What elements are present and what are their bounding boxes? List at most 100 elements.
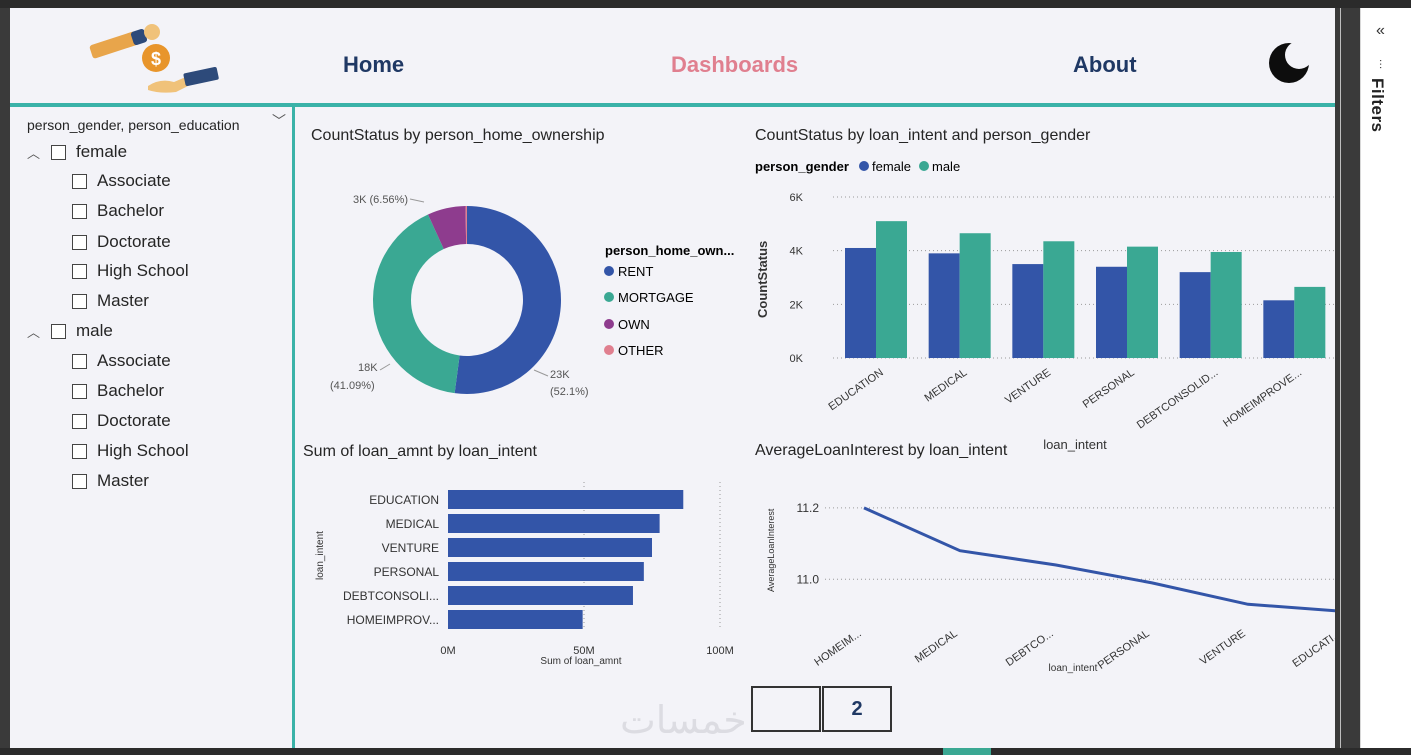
checkbox[interactable] — [72, 443, 87, 459]
checkbox[interactable] — [72, 263, 87, 279]
checkbox[interactable] — [72, 234, 87, 250]
slicer-item-label: High School — [97, 441, 189, 460]
slicer-item[interactable]: Bachelor — [72, 201, 164, 221]
x-tick-label: 0M — [440, 645, 455, 657]
column-bar-female[interactable] — [1012, 264, 1044, 358]
y-tick-label: PERSONAL — [374, 565, 440, 579]
x-tick-label: HOMEIM... — [812, 628, 863, 669]
y-tick-label: 2K — [790, 299, 804, 311]
hbar-x-axis-label: Sum of loan_amnt — [540, 656, 621, 667]
slicer-item-label: Master — [97, 471, 149, 490]
interest-line[interactable] — [863, 506, 1335, 613]
donut-slice-other[interactable] — [465, 206, 467, 245]
slicer-item[interactable]: Master — [72, 291, 149, 311]
column-bar-male[interactable] — [876, 221, 907, 358]
nav-home[interactable]: Home — [343, 52, 405, 77]
x-tick-label: PERSONAL — [1081, 367, 1137, 411]
column-chart-title: CountStatus by loan_intent and person_ge… — [755, 127, 1091, 144]
legend-marker-male — [919, 161, 929, 171]
x-tick-label: EDUCATION — [826, 367, 885, 414]
filters-pane[interactable]: « ⫶ Filters — [1360, 8, 1411, 755]
loan-amount-bar[interactable] — [448, 610, 583, 629]
donut-chart[interactable]: 3K (6.56%) 18K (41.09%) 23K (52.1%) pers… — [300, 158, 750, 418]
column-bar-male[interactable] — [959, 233, 991, 358]
donut-slice-own[interactable] — [427, 206, 467, 250]
column-bar-male[interactable] — [1043, 241, 1075, 358]
slicer-item-label: Doctorate — [97, 232, 171, 251]
y-tick-label: 0K — [790, 353, 804, 365]
checkbox[interactable] — [72, 473, 87, 489]
checkbox[interactable] — [72, 353, 87, 369]
filters-label[interactable]: Filters — [1368, 78, 1387, 133]
legend-marker-female — [859, 161, 869, 171]
slicer-item[interactable]: High School — [72, 261, 189, 281]
column-bar-female[interactable] — [845, 247, 876, 358]
loan-amount-bar-chart[interactable]: loan_intent Sum of loan_amnt 0M 50M 100M E… — [300, 470, 745, 680]
column-bar-male[interactable] — [1210, 252, 1242, 358]
page-1-button[interactable]: 1 — [751, 686, 821, 732]
slice-pct-rent: (52.1%) — [550, 386, 589, 398]
checkbox[interactable] — [72, 203, 87, 219]
slicer-title: person_gender, person_education — [27, 117, 240, 133]
slicer-item[interactable]: Master — [72, 471, 149, 491]
slicer-item-label: Associate — [97, 351, 171, 370]
x-tick-label: 50M — [573, 645, 594, 657]
slice-label-mortgage: 18K — [358, 362, 378, 374]
y-tick-label: MEDICAL — [386, 517, 440, 531]
x-tick-label: VENTURE — [1003, 367, 1053, 407]
donut-slice-rent[interactable] — [454, 206, 561, 394]
y-tick-label: 4K — [790, 246, 804, 258]
column-bar-male[interactable] — [1127, 246, 1158, 358]
svg-text:$: $ — [151, 49, 161, 69]
collapse-icon[interactable]: « — [1376, 22, 1385, 39]
loan-amount-bar[interactable] — [448, 514, 660, 533]
checkbox[interactable] — [72, 413, 87, 429]
caret-up-icon[interactable]: ︿ — [27, 145, 41, 161]
donut-legend-title: person_home_own... — [605, 243, 734, 258]
slicer-item[interactable]: Associate — [72, 351, 171, 371]
column-legend-title: person_gender — [755, 159, 849, 174]
loan-amount-bar[interactable] — [448, 490, 684, 509]
y-tick-label: 11.2 — [797, 501, 820, 515]
legend-label-mortgage: MORTGAGE — [618, 290, 694, 305]
slicer-item-label: Bachelor — [97, 381, 165, 400]
column-bar-female[interactable] — [1096, 266, 1127, 358]
loan-amount-bar[interactable] — [448, 538, 652, 557]
checkbox[interactable] — [51, 144, 66, 160]
chevron-down-icon[interactable]: ﹀ — [272, 113, 286, 129]
loan-amount-bar[interactable] — [448, 562, 644, 581]
column-chart[interactable]: person_gender female male CountStatus lo… — [745, 153, 1335, 458]
slicer-item[interactable]: Doctorate — [72, 232, 171, 252]
caret-up-icon[interactable]: ︿ — [27, 324, 41, 340]
filter-icon: ⫶ — [1379, 58, 1383, 72]
page-2-button[interactable]: 2 — [822, 686, 892, 732]
checkbox[interactable] — [72, 293, 87, 309]
checkbox[interactable] — [72, 173, 87, 189]
x-tick-label: MEDICAL — [913, 628, 960, 666]
slice-label-rent: 23K — [550, 369, 570, 381]
column-bar-female[interactable] — [928, 253, 960, 358]
slicer-item-label: Associate — [97, 171, 171, 190]
slicer-item[interactable]: Associate — [72, 171, 171, 191]
nav-about[interactable]: About — [1073, 52, 1137, 77]
slicer-item[interactable]: High School — [72, 441, 189, 461]
slice-pct-mortgage: (41.09%) — [330, 380, 375, 392]
column-bar-female[interactable] — [1263, 300, 1295, 358]
slicer-group-male[interactable]: ︿ male — [27, 321, 113, 341]
slicer-group-female[interactable]: ︿ female — [27, 142, 127, 162]
column-bar-female[interactable] — [1179, 272, 1211, 358]
nav-dashboards[interactable]: Dashboards — [671, 52, 799, 77]
column-bar-male[interactable] — [1294, 286, 1326, 358]
donut-slice-mortgage[interactable] — [373, 214, 460, 394]
money-hands-logo-icon: $ — [89, 24, 219, 93]
loan-amount-bar[interactable] — [448, 586, 633, 605]
checkbox[interactable] — [51, 323, 66, 339]
checkbox[interactable] — [72, 383, 87, 399]
slicer-item[interactable]: Bachelor — [72, 381, 164, 401]
watermark: خمسات — [620, 698, 747, 742]
moon-icon[interactable] — [1268, 42, 1310, 84]
hbar-y-axis-label: loan_intent — [315, 531, 326, 580]
x-tick-label: PERSONAL — [1096, 628, 1152, 672]
slicer-item[interactable]: Doctorate — [72, 411, 171, 431]
interest-line-chart[interactable]: AverageLoanInterest loan_intent 11.0 11.2… — [745, 470, 1335, 680]
